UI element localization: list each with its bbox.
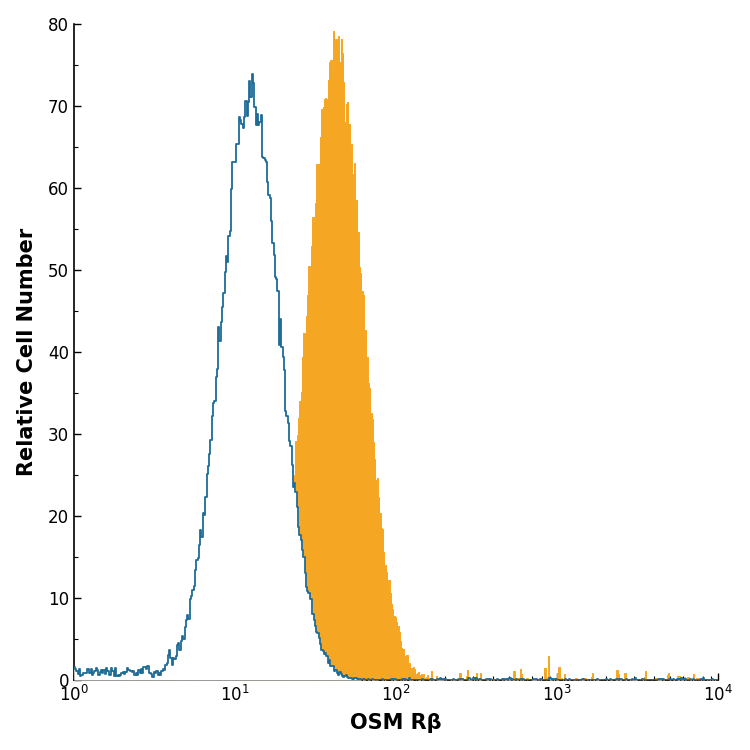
Y-axis label: Relative Cell Number: Relative Cell Number [16,228,37,476]
X-axis label: OSM Rβ: OSM Rβ [350,713,442,734]
